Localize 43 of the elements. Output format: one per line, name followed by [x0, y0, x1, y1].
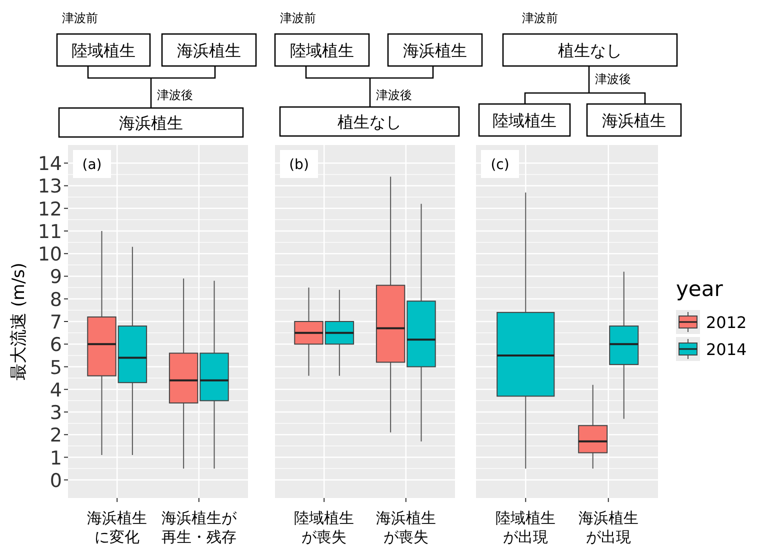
text: 陸域植生 [290, 41, 354, 60]
text: 植生なし [338, 112, 402, 132]
legend-label: 2014 [706, 340, 747, 359]
y-tick-label: 2 [50, 424, 62, 447]
y-tick-label: 8 [50, 288, 62, 311]
text: (c) [490, 157, 510, 173]
y-tick-label: 4 [50, 379, 62, 402]
text: 津波前 [62, 11, 98, 25]
text: 海浜植生 [602, 111, 666, 130]
text: 津波後 [157, 88, 193, 102]
text: 陸域植生 [492, 111, 556, 130]
y-tick-label: 11 [38, 220, 62, 243]
x-tick-label: 海浜植生が再生・残存 [161, 509, 238, 546]
text: 陸域植生 [72, 41, 136, 60]
y-tick-label: 9 [50, 266, 62, 288]
y-axis-title: 最大流速 (m/s) [9, 262, 29, 380]
x-tick-label: 陸域植生が出現 [496, 509, 556, 546]
text: 海浜植生 [119, 114, 183, 132]
x-tick-label: 海浜植生に変化 [87, 509, 148, 546]
text: 海浜植生 [403, 41, 467, 60]
y-tick-label: 7 [50, 312, 62, 334]
y-tick-label: 14 [38, 153, 62, 176]
y-tick-label: 5 [50, 356, 62, 379]
y-tick-label: 10 [38, 244, 62, 266]
text: (a) [82, 157, 102, 173]
y-tick-label: 3 [50, 402, 62, 424]
text: 植生なし [558, 41, 622, 60]
y-tick-label: 1 [50, 447, 62, 470]
y-tick-label: 13 [38, 176, 62, 198]
y-tick-label: 12 [38, 198, 62, 220]
text: (b) [289, 157, 309, 173]
text: 海浜植生 [177, 41, 241, 60]
x-tick-label: 陸域植生が喪失 [294, 509, 354, 546]
y-tick-label: 0 [50, 470, 62, 492]
x-tick-label: 海浜植生が喪失 [376, 509, 436, 546]
legend-title: year [676, 277, 724, 301]
y-tick-label: 6 [50, 334, 62, 356]
x-tick-label: 海浜植生が出現 [578, 509, 638, 546]
text: 津波前 [522, 11, 558, 25]
legend-label: 2012 [706, 313, 747, 332]
text: 津波前 [280, 11, 316, 25]
text: 津波後 [376, 88, 412, 102]
text: 津波後 [595, 72, 631, 86]
